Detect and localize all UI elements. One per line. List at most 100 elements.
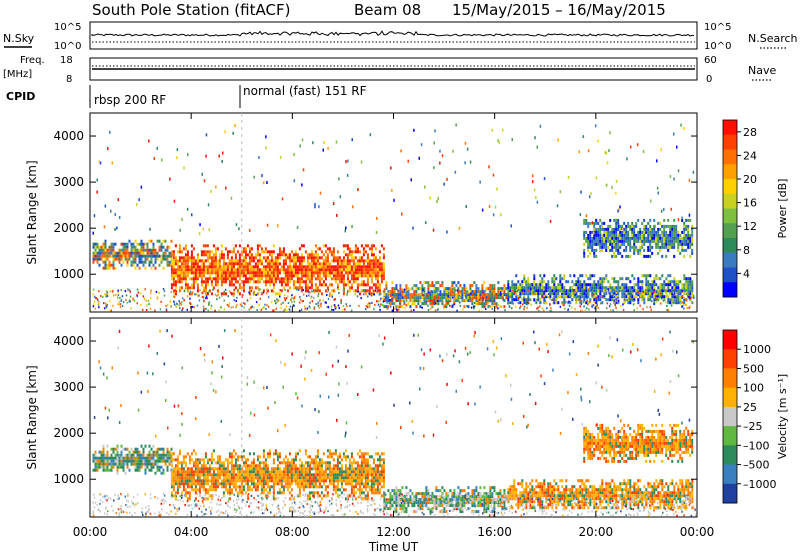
echo-cell [280, 461, 283, 465]
echo-cell [661, 274, 664, 278]
echo-cell [170, 491, 173, 495]
echo-cell [653, 227, 656, 231]
scatter-cell [481, 208, 484, 212]
echo-cell [675, 280, 678, 284]
echo-cell [202, 497, 205, 501]
scatter-cell [277, 299, 280, 302]
echo-cell [401, 305, 404, 309]
echo-cell [338, 259, 341, 263]
scatter-cell [109, 130, 111, 134]
scatter-cell [201, 296, 204, 298]
echo-cell [272, 491, 275, 495]
echo-cell [685, 236, 688, 240]
echo-cell [262, 476, 265, 480]
echo-cell [475, 287, 478, 291]
echo-cell [533, 277, 536, 281]
echo-cell [679, 292, 682, 296]
echo-cell [304, 286, 307, 290]
echo-cell [226, 470, 229, 474]
scatter-cell [267, 296, 270, 299]
echo-cell [266, 265, 269, 269]
scatter-cell [162, 288, 165, 290]
echo-cell [270, 268, 273, 272]
echo-cell [356, 277, 359, 281]
echo-cell [374, 259, 377, 263]
scatter-cell [308, 291, 310, 294]
echo-cell [260, 467, 263, 471]
scatter-cell [258, 156, 260, 159]
echo-cell [671, 224, 674, 228]
echo-cell [370, 292, 373, 296]
echo-cell [649, 239, 652, 243]
echo-cell [314, 467, 317, 471]
y-axis-label: Slant Range [km] [25, 160, 39, 264]
scatter-cell [453, 300, 455, 303]
echo-cell [292, 479, 295, 483]
scatter-cell [186, 308, 189, 311]
echo-cell [643, 301, 646, 305]
echo-cell [184, 253, 187, 257]
echo-cell [154, 453, 157, 457]
echo-cell [162, 456, 165, 460]
echo-cell [415, 290, 418, 294]
scatter-cell [336, 213, 338, 217]
scatter-cell [165, 308, 168, 311]
echo-cell [212, 485, 215, 489]
echo-cell [202, 467, 205, 471]
echo-cell [651, 227, 654, 231]
echo-cell [120, 251, 123, 255]
scatter-cell [497, 139, 499, 143]
echo-cell [296, 253, 299, 257]
echo-cell [465, 290, 468, 294]
echo-cell [350, 253, 353, 257]
echo-cell [655, 283, 658, 287]
scatter-cell [218, 154, 220, 158]
echo-cell [238, 292, 241, 296]
scatter-cell [266, 223, 269, 227]
echo-cell [657, 230, 660, 234]
scatter-cell [369, 303, 371, 306]
echo-cell [553, 286, 556, 290]
echo-cell [641, 286, 644, 290]
echo-cell [645, 283, 648, 287]
echo-cell [352, 256, 355, 260]
scatter-cell [119, 305, 122, 308]
scatter-cell [532, 174, 534, 178]
echo-cell [196, 253, 199, 257]
scatter-cell [400, 149, 402, 153]
echo-cell [352, 271, 355, 275]
echo-cell [336, 259, 339, 263]
echo-cell [655, 274, 658, 278]
echo-cell [663, 245, 666, 249]
echo-cell [278, 476, 281, 480]
echo-cell [589, 298, 592, 302]
echo-cell [511, 295, 514, 299]
echo-cell [264, 488, 267, 492]
echo-cell [260, 268, 263, 272]
echo-cell [274, 473, 277, 477]
echo-cell [302, 476, 305, 480]
echo-cell [202, 461, 205, 465]
echo-cell [204, 283, 207, 287]
echo-cell [621, 283, 624, 287]
echo-cell [577, 289, 580, 293]
freq-unit-label: [MHz] [3, 69, 32, 80]
echo-cell [110, 248, 113, 252]
echo-cell [599, 283, 602, 287]
echo-cell [350, 259, 353, 263]
echo-cell [190, 488, 193, 492]
echo-cell [318, 268, 321, 272]
scatter-cell [335, 140, 338, 144]
echo-cell [288, 259, 291, 263]
echo-cell [288, 256, 291, 260]
echo-cell [423, 290, 426, 294]
scatter-cell [272, 309, 274, 312]
echo-cell [248, 256, 251, 260]
echo-cell [689, 277, 692, 281]
echo-cell [270, 473, 273, 477]
echo-cell [282, 473, 285, 477]
echo-cell [362, 268, 365, 272]
echo-cell [206, 277, 209, 281]
echo-cell [685, 283, 688, 287]
echo-cell [681, 218, 684, 222]
